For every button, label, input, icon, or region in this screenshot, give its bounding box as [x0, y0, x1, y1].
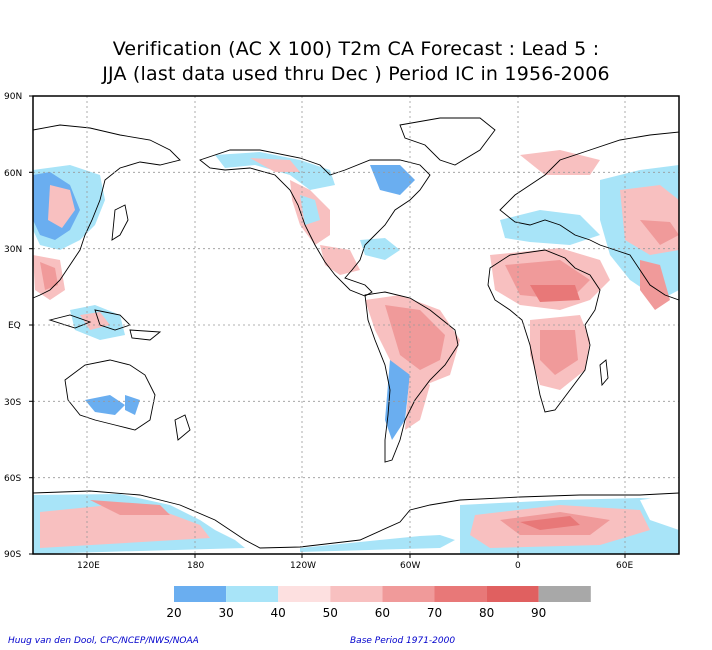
axis-ticks — [29, 95, 626, 558]
colorbar-swatch — [538, 586, 591, 602]
coastlines — [32, 117, 680, 549]
lon-label-180: 180 — [187, 561, 204, 571]
lat-label-eq: EQ — [8, 321, 21, 331]
lat-label-90s: 90S — [4, 550, 21, 560]
colorbar-label: 50 — [323, 606, 338, 620]
colorbar-label: 80 — [479, 606, 494, 620]
lon-label-60e: 60E — [616, 561, 633, 571]
map-title-line-1: Verification (AC X 100) T2m CA Forecast … — [112, 38, 600, 60]
colorbar-swatch — [330, 586, 383, 602]
colorbar-label: 20 — [166, 606, 181, 620]
colorbar-swatch — [486, 586, 539, 602]
map-gridlines — [33, 96, 679, 554]
lon-label-60w: 60W — [400, 561, 420, 571]
lat-label-30n: 30N — [4, 245, 22, 255]
colorbar-swatch — [174, 586, 227, 602]
lat-label-90n: 90N — [4, 92, 22, 102]
colorbar-label: 60 — [375, 606, 390, 620]
colorbar-swatch — [226, 586, 279, 602]
colorbar-swatch — [278, 586, 331, 602]
lon-label-120e: 120E — [77, 561, 100, 571]
map-title-line-2: JJA (last data used thru Dec ) Period IC… — [102, 63, 610, 85]
colorbar: 20 30 40 50 60 70 80 90 — [166, 586, 591, 620]
colorbar-label: 90 — [531, 606, 546, 620]
lat-label-60n: 60N — [4, 169, 22, 179]
shaded-skill-regions — [33, 150, 679, 554]
lon-label-0: 0 — [515, 561, 521, 571]
colorbar-swatch — [434, 586, 487, 602]
colorbar-swatch — [382, 586, 435, 602]
colorbar-label: 30 — [218, 606, 233, 620]
footer-base-period: Base Period 1971-2000 — [350, 636, 456, 646]
footer-credit: Huug van den Dool, CPC/NCEP/NWS/NOAA — [8, 636, 199, 646]
lon-label-120w: 120W — [290, 561, 316, 571]
lat-label-60s: 60S — [4, 474, 21, 484]
colorbar-label: 70 — [427, 606, 442, 620]
lat-label-30s: 30S — [4, 398, 21, 408]
colorbar-label: 40 — [271, 606, 286, 620]
